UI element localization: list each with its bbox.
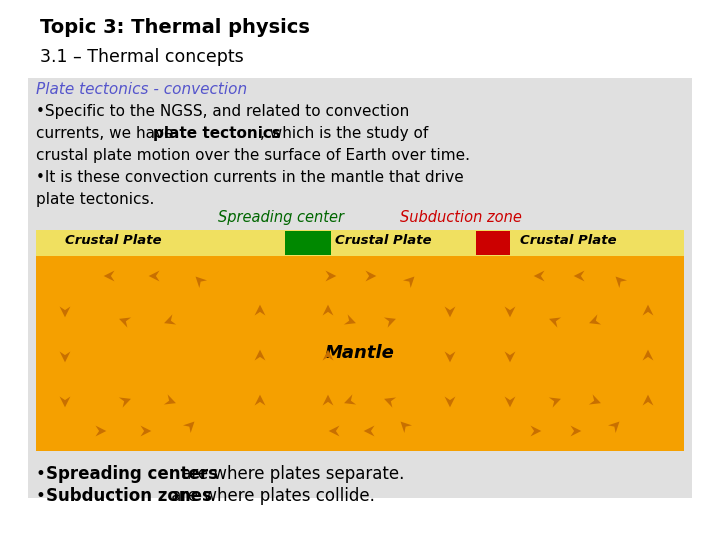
Text: Crustal Plate: Crustal Plate bbox=[65, 234, 161, 247]
Text: Mantle: Mantle bbox=[325, 345, 395, 362]
Polygon shape bbox=[505, 307, 516, 318]
Polygon shape bbox=[445, 307, 455, 318]
Polygon shape bbox=[549, 318, 561, 328]
Text: are where plates separate.: are where plates separate. bbox=[176, 465, 405, 483]
Polygon shape bbox=[589, 314, 601, 325]
Polygon shape bbox=[323, 350, 333, 361]
Polygon shape bbox=[164, 314, 176, 325]
Text: Plate tectonics - convection: Plate tectonics - convection bbox=[36, 82, 247, 97]
Text: plate tectonics: plate tectonics bbox=[153, 126, 281, 141]
Polygon shape bbox=[574, 271, 585, 281]
Text: are where plates collide.: are where plates collide. bbox=[166, 487, 375, 505]
Text: •: • bbox=[36, 487, 46, 505]
Polygon shape bbox=[183, 422, 194, 433]
Polygon shape bbox=[534, 271, 544, 281]
Text: , which is the study of: , which is the study of bbox=[260, 126, 428, 141]
Polygon shape bbox=[255, 395, 266, 406]
Text: Subduction zones: Subduction zones bbox=[46, 487, 212, 505]
Polygon shape bbox=[60, 352, 71, 362]
Text: crustal plate motion over the surface of Earth over time.: crustal plate motion over the surface of… bbox=[36, 148, 470, 163]
Polygon shape bbox=[384, 397, 396, 408]
Text: •: • bbox=[36, 465, 46, 483]
Bar bbox=[476, 231, 510, 255]
Polygon shape bbox=[549, 397, 561, 408]
Polygon shape bbox=[616, 276, 627, 288]
Polygon shape bbox=[96, 426, 107, 436]
Polygon shape bbox=[323, 305, 333, 315]
Polygon shape bbox=[344, 394, 356, 404]
Polygon shape bbox=[384, 318, 396, 328]
Polygon shape bbox=[445, 396, 455, 407]
Polygon shape bbox=[643, 350, 654, 361]
Polygon shape bbox=[196, 276, 207, 288]
Polygon shape bbox=[119, 318, 131, 328]
Polygon shape bbox=[164, 394, 176, 404]
Text: Topic 3: Thermal physics: Topic 3: Thermal physics bbox=[40, 18, 310, 37]
Polygon shape bbox=[325, 271, 336, 281]
Polygon shape bbox=[643, 395, 654, 406]
Polygon shape bbox=[323, 395, 333, 406]
Polygon shape bbox=[400, 422, 412, 433]
Text: •Specific to the NGSS, and related to convection: •Specific to the NGSS, and related to co… bbox=[36, 104, 409, 119]
Polygon shape bbox=[60, 396, 71, 407]
Bar bbox=[36, 256, 684, 451]
Polygon shape bbox=[140, 426, 151, 436]
Polygon shape bbox=[589, 394, 601, 404]
Polygon shape bbox=[255, 350, 266, 361]
Polygon shape bbox=[570, 426, 581, 436]
Polygon shape bbox=[255, 305, 266, 315]
Polygon shape bbox=[344, 314, 356, 325]
Text: plate tectonics.: plate tectonics. bbox=[36, 192, 154, 207]
Polygon shape bbox=[149, 271, 160, 281]
Polygon shape bbox=[505, 352, 516, 362]
Polygon shape bbox=[608, 422, 619, 433]
Text: Crustal Plate: Crustal Plate bbox=[335, 234, 431, 247]
Polygon shape bbox=[505, 396, 516, 407]
Polygon shape bbox=[60, 307, 71, 318]
Polygon shape bbox=[364, 426, 374, 436]
Polygon shape bbox=[329, 426, 340, 436]
Bar bbox=[36, 230, 684, 256]
Text: Subduction zone: Subduction zone bbox=[400, 210, 522, 225]
Polygon shape bbox=[531, 426, 541, 436]
Text: •It is these convection currents in the mantle that drive: •It is these convection currents in the … bbox=[36, 170, 464, 185]
Text: Spreading center: Spreading center bbox=[218, 210, 344, 225]
Bar bbox=[28, 78, 692, 498]
Text: Crustal Plate: Crustal Plate bbox=[520, 234, 616, 247]
Text: currents, we have: currents, we have bbox=[36, 126, 179, 141]
Text: 3.1 – Thermal concepts: 3.1 – Thermal concepts bbox=[40, 48, 244, 66]
Polygon shape bbox=[445, 352, 455, 362]
Text: Spreading centers: Spreading centers bbox=[46, 465, 218, 483]
Polygon shape bbox=[643, 305, 654, 315]
Polygon shape bbox=[366, 271, 377, 281]
Polygon shape bbox=[403, 276, 415, 288]
Polygon shape bbox=[104, 271, 114, 281]
Polygon shape bbox=[119, 397, 131, 408]
Bar bbox=[285, 231, 331, 255]
